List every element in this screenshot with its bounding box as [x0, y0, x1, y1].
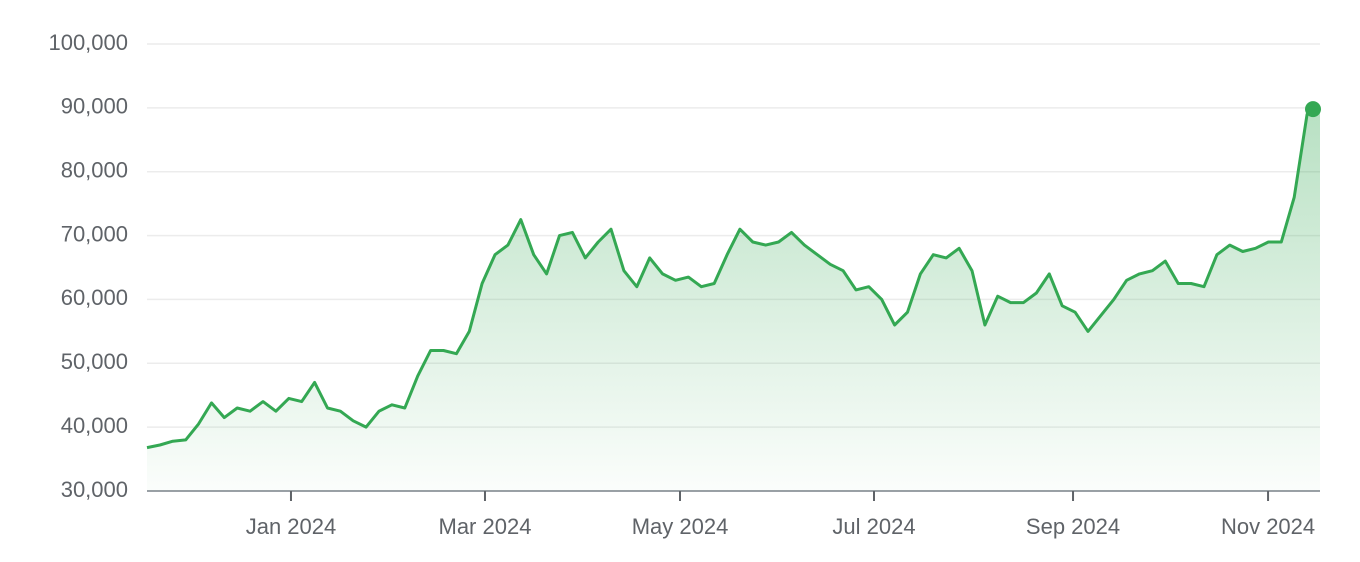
- x-tick-label: Sep 2024: [1026, 514, 1120, 539]
- y-tick-label: 90,000: [61, 94, 128, 119]
- x-tick-label: May 2024: [632, 514, 729, 539]
- end-point: [1305, 101, 1321, 118]
- x-tick-label: Jul 2024: [832, 514, 915, 539]
- y-tick-label: 50,000: [61, 349, 128, 374]
- x-tick-label: Nov 2024: [1221, 514, 1315, 539]
- price-line: [146, 107, 1321, 450]
- y-tick-label: 70,000: [61, 221, 128, 246]
- y-tick-label: 100,000: [48, 30, 128, 55]
- y-tick-label: 60,000: [61, 285, 128, 310]
- y-tick-label: 30,000: [61, 477, 128, 502]
- x-tick-label: Jan 2024: [246, 514, 337, 539]
- y-tick-label: 80,000: [61, 158, 128, 183]
- area: [147, 109, 1320, 491]
- y-tick-label: 40,000: [61, 413, 128, 438]
- x-tick-label: Mar 2024: [439, 514, 532, 539]
